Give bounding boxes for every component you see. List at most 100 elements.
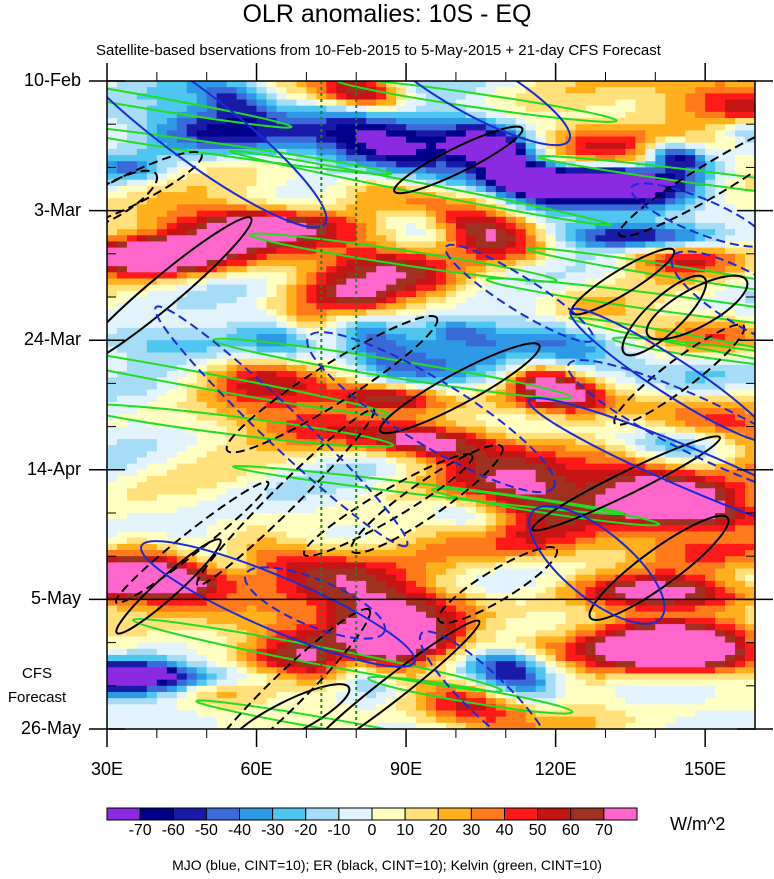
heat-cell xyxy=(605,93,617,101)
heat-cell xyxy=(625,99,636,107)
heat-cell xyxy=(515,525,527,533)
heat-cell xyxy=(535,136,547,144)
heat-cell xyxy=(475,537,487,545)
heat-cell xyxy=(276,408,288,415)
heat-cell xyxy=(595,500,607,508)
heat-cell xyxy=(206,210,218,218)
heat-cell xyxy=(735,105,746,113)
heat-cell xyxy=(316,327,327,335)
heat-cell xyxy=(196,340,208,347)
heat-cell xyxy=(635,469,646,477)
heat-cell xyxy=(635,408,646,415)
heat-cell xyxy=(186,198,198,206)
heat-cell xyxy=(635,352,646,360)
heat-cell xyxy=(266,204,278,212)
heat-cell xyxy=(236,118,248,125)
heat-cell xyxy=(725,482,736,489)
heat-cell xyxy=(186,513,198,520)
heat-cell xyxy=(126,161,138,168)
heat-cell xyxy=(615,290,626,298)
heat-cell xyxy=(126,297,138,304)
heat-cell xyxy=(445,130,457,138)
heat-cell xyxy=(705,500,716,508)
heat-cell xyxy=(715,438,726,446)
heat-cell xyxy=(685,284,696,292)
heat-cell xyxy=(256,346,268,354)
heat-cell xyxy=(196,272,208,280)
heat-cell xyxy=(116,377,128,384)
heat-cell xyxy=(196,136,208,144)
heat-cell xyxy=(505,543,517,551)
heat-cell xyxy=(296,327,307,335)
heat-cell xyxy=(146,216,158,224)
heat-cell xyxy=(426,315,437,323)
heat-cell xyxy=(455,334,467,341)
heat-cell xyxy=(725,222,736,230)
heat-cell xyxy=(416,432,427,440)
heat-cell xyxy=(565,457,577,465)
heat-cell xyxy=(286,513,298,520)
heat-cell xyxy=(555,241,567,249)
heat-cell xyxy=(655,543,666,551)
heat-cell xyxy=(465,482,477,489)
heat-cell xyxy=(296,426,307,434)
heat-cell xyxy=(196,235,208,243)
heat-cell xyxy=(396,364,407,372)
heat-cell xyxy=(376,494,387,502)
heat-cell xyxy=(605,371,617,378)
heat-cell xyxy=(635,500,646,508)
heat-cell xyxy=(635,445,646,452)
heat-cell xyxy=(505,463,517,471)
heat-cell xyxy=(386,438,397,446)
heat-cell xyxy=(645,383,656,391)
heat-cell xyxy=(376,222,387,230)
heat-cell xyxy=(505,142,517,150)
heat-cell xyxy=(445,216,457,224)
heat-cell xyxy=(565,99,577,107)
heat-cell xyxy=(356,235,367,243)
heat-cell xyxy=(356,494,367,502)
heat-cell xyxy=(475,445,487,452)
heat-cell xyxy=(585,537,597,545)
heat-cell xyxy=(745,352,755,360)
heat-cell xyxy=(615,297,626,304)
heat-cell xyxy=(356,216,367,224)
heat-cell xyxy=(595,395,607,403)
heat-cell xyxy=(465,161,477,168)
heat-cell xyxy=(625,247,636,255)
heat-cell xyxy=(146,432,158,440)
heat-cell xyxy=(186,118,198,125)
heat-cell xyxy=(605,185,617,193)
heat-cell xyxy=(655,142,666,150)
heat-cell xyxy=(107,451,118,459)
heat-cell xyxy=(465,377,477,384)
heat-cell xyxy=(735,438,746,446)
heat-cell xyxy=(445,426,457,434)
heat-cell xyxy=(166,167,178,175)
heat-cell xyxy=(306,519,317,526)
heat-cell xyxy=(745,148,755,156)
heat-cell xyxy=(685,99,696,107)
heat-cell xyxy=(236,303,248,310)
heat-cell xyxy=(116,506,128,514)
heat-cell xyxy=(366,173,377,181)
heat-cell xyxy=(146,173,158,181)
heat-cell xyxy=(545,216,557,224)
heat-cell xyxy=(296,346,307,354)
heat-cell xyxy=(725,241,736,249)
heat-cell xyxy=(475,494,487,502)
heat-cell xyxy=(505,222,517,230)
heat-cell xyxy=(136,451,148,459)
heat-cell xyxy=(685,531,696,539)
heat-cell xyxy=(555,377,567,384)
heat-cell xyxy=(515,111,527,119)
heat-cell xyxy=(246,185,258,193)
heat-cell xyxy=(166,506,178,514)
heat-cell xyxy=(286,81,298,88)
heat-cell xyxy=(156,297,168,304)
heat-cell xyxy=(216,272,228,280)
heat-cell xyxy=(296,482,307,489)
heat-cell xyxy=(146,352,158,360)
heat-cell xyxy=(715,475,726,483)
heat-cell xyxy=(745,161,755,168)
